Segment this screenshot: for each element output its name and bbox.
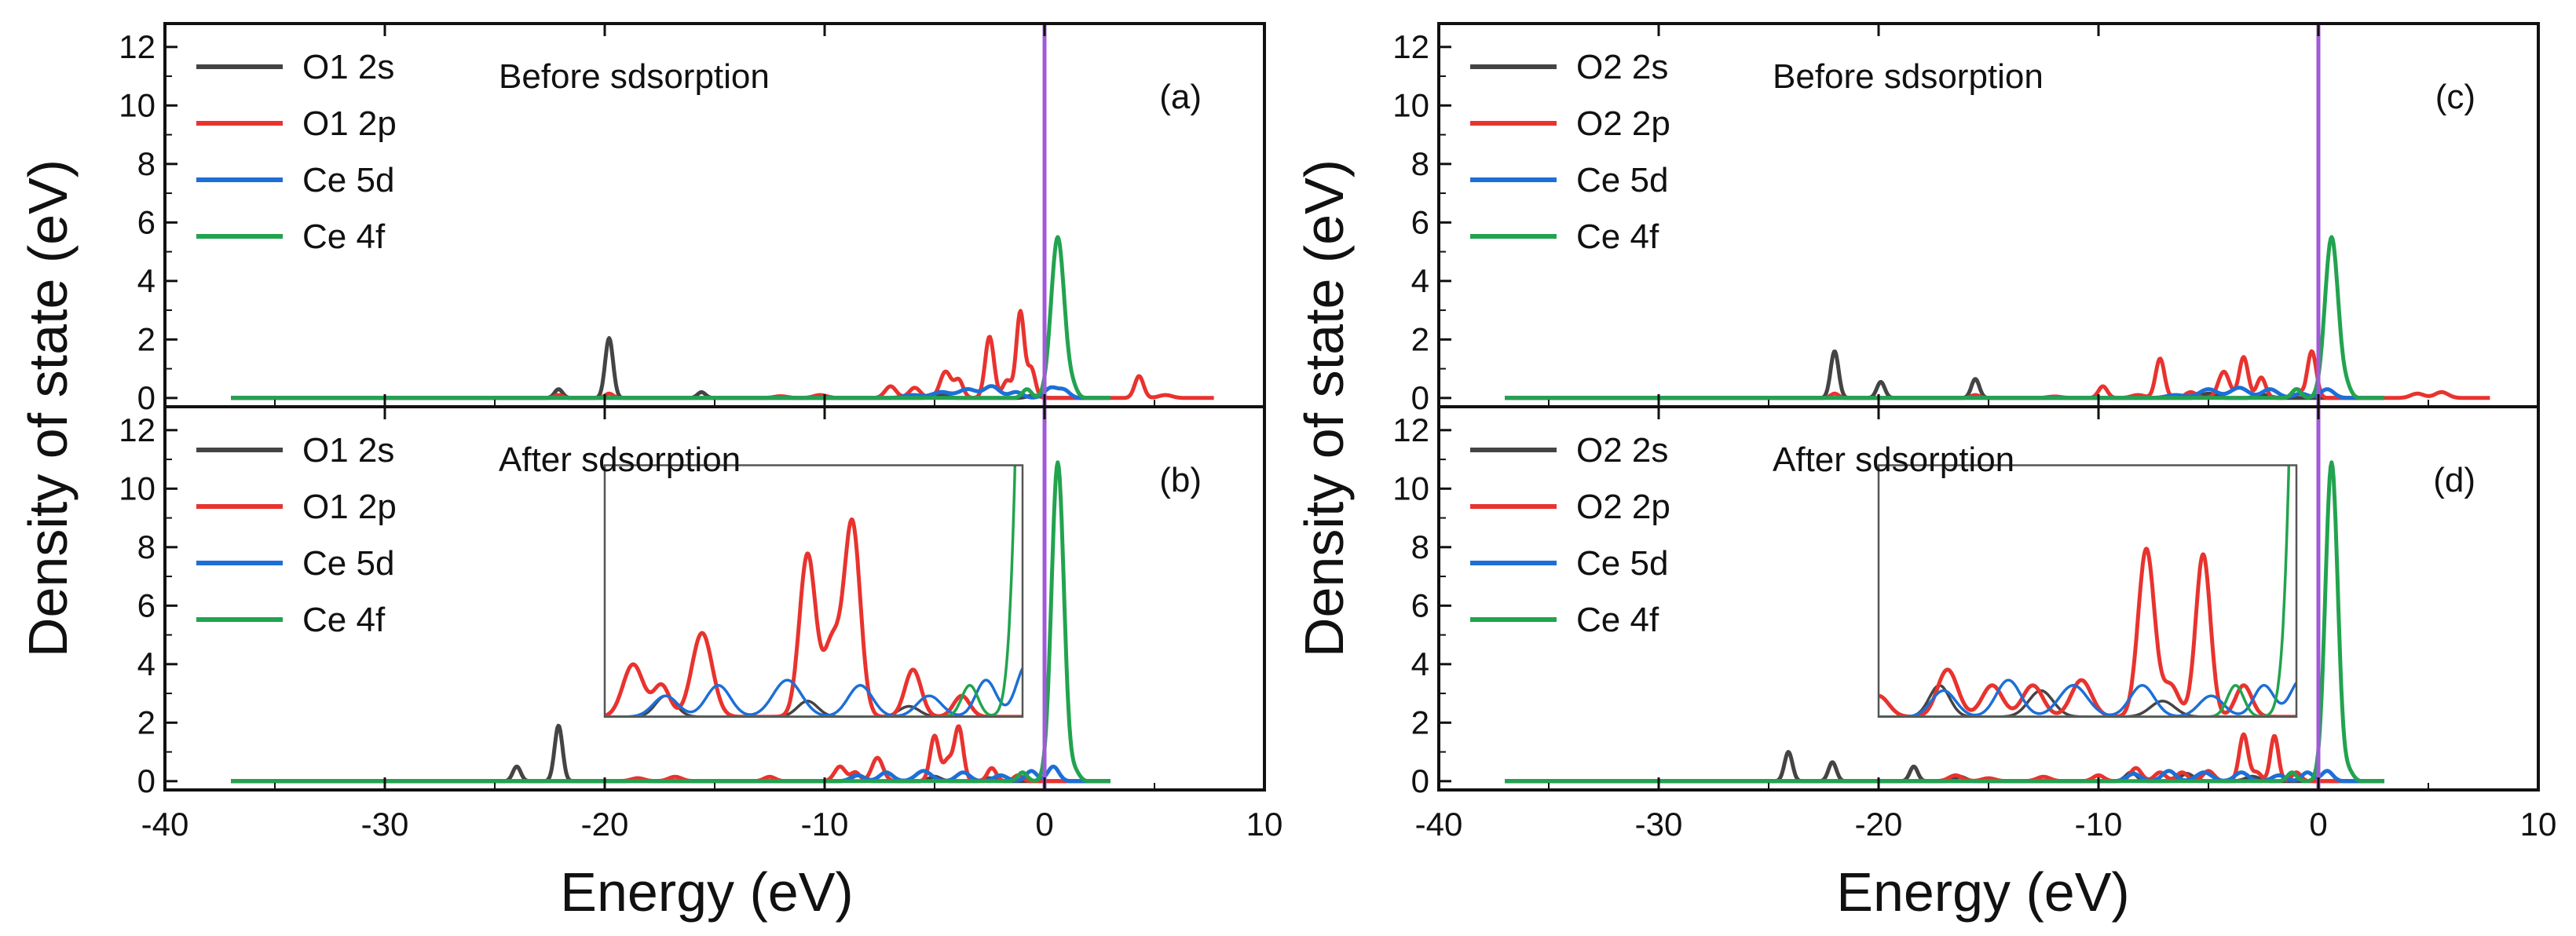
y-tick-label-b-0: 0	[137, 762, 156, 799]
legend-label-a-1: O1 2p	[302, 104, 397, 143]
x-axis-title-left: Energy (eV)	[560, 861, 853, 923]
y-tick-label-d-4: 4	[1411, 645, 1429, 682]
y-tick-label-a-12: 12	[119, 28, 156, 65]
series-line-a-ce-4f	[229, 235, 1112, 400]
y-tick-label-b-8: 8	[137, 528, 156, 565]
x-tick-label-b-10: 10	[1246, 806, 1283, 843]
series-line-c-ce-4f	[1503, 235, 2386, 400]
inset-series-line-b-o1-2p	[605, 517, 1023, 717]
y-tick-label-d-12: 12	[1392, 411, 1429, 448]
annotation-c: Before sdsorption	[1773, 57, 2044, 96]
legend-label-a-0: O1 2s	[302, 48, 394, 86]
y-tick-label-a-10: 10	[119, 86, 156, 123]
panel-tag-b: (b)	[1159, 461, 1202, 499]
x-tick-label-d--20: -20	[1855, 806, 1903, 843]
y-tick-label-b-4: 4	[137, 645, 156, 682]
panel-b: 0 2 4 6 8 10 12 -40 -30 -20 -10 0 10 O1 2s O1 2p Ce 5d C…	[119, 405, 1283, 843]
y-tick-label-d-8: 8	[1411, 528, 1429, 565]
legend-label-c-1: O2 2p	[1576, 104, 1670, 143]
y-axis-title-left: Density of state (eV)	[17, 159, 79, 657]
x-tick-label-b--40: -40	[141, 806, 189, 843]
y-tick-label-b-10: 10	[119, 470, 156, 506]
x-tick-label-b-0: 0	[1035, 806, 1053, 843]
panel-d: 0 2 4 6 8 10 12 -40 -30 -20 -10 0 10 O2 2s O2 2p Ce 5d C…	[1392, 405, 2557, 843]
legend-label-c-3: Ce 4f	[1576, 218, 1659, 256]
inset-series-line-b-ce-4f	[605, 465, 1017, 717]
annotation-d: After sdsorption	[1773, 441, 2014, 479]
legend-label-d-3: Ce 4f	[1576, 601, 1659, 639]
series-line-b-o1-2p	[229, 724, 1112, 784]
legend-label-a-3: Ce 4f	[302, 218, 386, 256]
legend-label-d-0: O2 2s	[1576, 431, 1668, 470]
legend-label-b-1: O1 2p	[302, 488, 397, 526]
legend-label-c-2: Ce 5d	[1576, 161, 1668, 199]
x-tick-label-d--40: -40	[1415, 806, 1463, 843]
series-line-b-o1-2s	[229, 723, 1112, 784]
y-tick-label-c-12: 12	[1392, 28, 1429, 65]
panel-tag-a: (a)	[1159, 78, 1202, 116]
y-tick-label-c-8: 8	[1411, 145, 1429, 182]
y-tick-label-c-2: 2	[1411, 320, 1429, 357]
inset-series-line-d-ce-4f	[1879, 465, 2291, 717]
series-line-a-o1-2s	[229, 336, 1112, 400]
legend-label-a-2: Ce 5d	[302, 161, 394, 199]
x-tick-label-d--10: -10	[2075, 806, 2123, 843]
panel-tag-d: (d)	[2433, 461, 2475, 499]
series-line-d-o2-2p	[1503, 732, 2386, 784]
legend-label-b-0: O1 2s	[302, 431, 394, 470]
panel-c: 0 2 4 6 8 10 12 O2 2s O2 2p Ce 5d Ce 4f Before sdso…	[1392, 22, 2540, 416]
inset-frame-d	[1877, 464, 2298, 718]
y-axis-title-right: Density of state (eV)	[1293, 159, 1355, 657]
y-tick-label-c-4: 4	[1411, 262, 1429, 299]
panel-a: 0 2 4 6 8 10 12 O1 2s O1 2p Ce 5d Ce 4f Before sdso…	[119, 22, 1266, 416]
y-tick-label-b-6: 6	[137, 587, 156, 623]
x-tick-label-b--20: -20	[581, 806, 629, 843]
y-tick-label-c-0: 0	[1411, 379, 1429, 416]
panel-tag-c: (c)	[2435, 78, 2475, 116]
legend-label-c-0: O2 2s	[1576, 48, 1668, 86]
y-tick-label-a-0: 0	[137, 379, 156, 416]
x-tick-label-b--30: -30	[361, 806, 409, 843]
legend-label-d-2: Ce 5d	[1576, 544, 1668, 583]
x-tick-label-b--10: -10	[801, 806, 849, 843]
y-tick-label-b-12: 12	[119, 411, 156, 448]
series-line-d-ce-4f	[1503, 460, 2386, 784]
y-tick-label-d-2: 2	[1411, 704, 1429, 740]
legend-label-b-3: Ce 4f	[302, 601, 386, 639]
legend-label-d-1: O2 2p	[1576, 488, 1670, 526]
inset-background-d	[1879, 465, 2296, 717]
x-tick-label-d-0: 0	[2309, 806, 2327, 843]
annotation-b: After sdsorption	[499, 441, 741, 479]
y-tick-label-a-4: 4	[137, 262, 156, 299]
y-tick-label-a-2: 2	[137, 320, 156, 357]
y-tick-label-c-10: 10	[1392, 86, 1429, 123]
annotation-a: Before sdsorption	[499, 57, 770, 96]
y-tick-label-d-10: 10	[1392, 470, 1429, 506]
inset-frame-b	[603, 464, 1024, 718]
y-tick-label-a-6: 6	[137, 203, 156, 240]
y-tick-label-d-6: 6	[1411, 587, 1429, 623]
y-tick-label-b-2: 2	[137, 704, 156, 740]
y-tick-label-a-8: 8	[137, 145, 156, 182]
y-tick-label-c-6: 6	[1411, 203, 1429, 240]
x-tick-label-d-10: 10	[2520, 806, 2557, 843]
y-tick-label-d-0: 0	[1411, 762, 1429, 799]
x-tick-label-d--30: -30	[1635, 806, 1683, 843]
legend-label-b-2: Ce 5d	[302, 544, 394, 583]
series-line-b-ce-4f	[229, 460, 1112, 784]
inset-series-line-d-ce-5d	[1879, 678, 2296, 717]
inset-series-line-d-o2-2p	[1879, 547, 2296, 717]
x-axis-title-right: Energy (eV)	[1836, 861, 2129, 923]
